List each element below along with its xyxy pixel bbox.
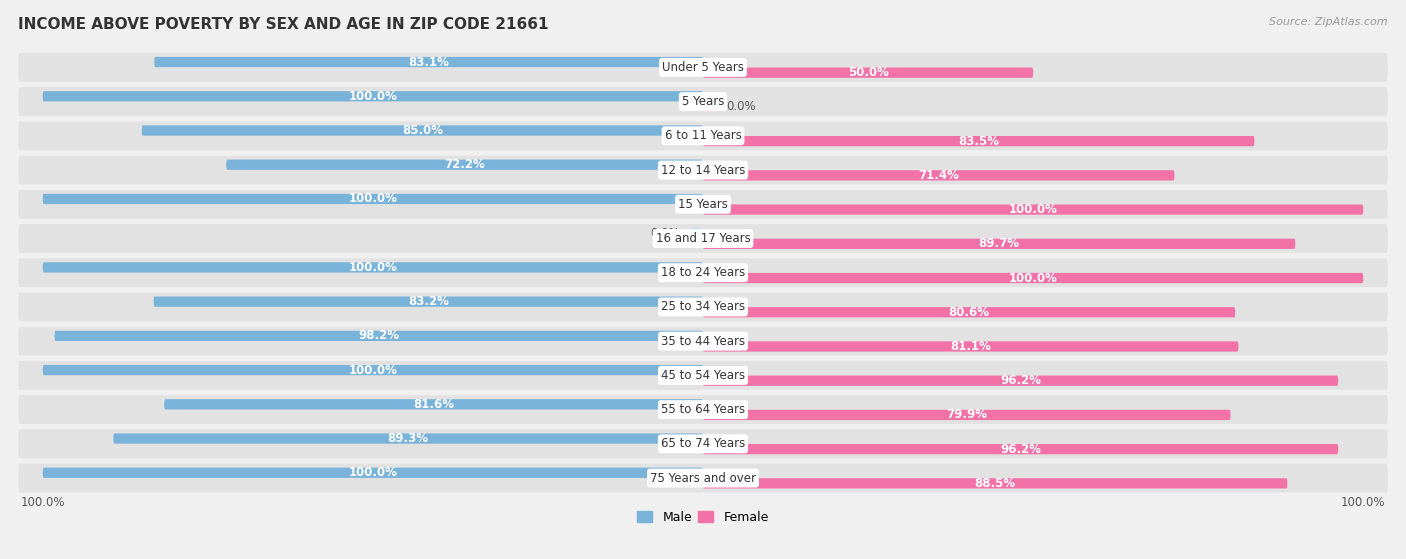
Text: 83.5%: 83.5% — [957, 135, 1000, 148]
FancyBboxPatch shape — [18, 121, 1388, 150]
FancyBboxPatch shape — [18, 258, 1388, 287]
Text: 50.0%: 50.0% — [848, 66, 889, 79]
FancyBboxPatch shape — [18, 395, 1388, 424]
FancyBboxPatch shape — [153, 296, 703, 307]
Text: 25 to 34 Years: 25 to 34 Years — [661, 300, 745, 314]
Text: 72.2%: 72.2% — [444, 158, 485, 171]
FancyBboxPatch shape — [703, 479, 1288, 489]
FancyBboxPatch shape — [703, 307, 1236, 318]
FancyBboxPatch shape — [703, 170, 1174, 181]
FancyBboxPatch shape — [18, 464, 1388, 492]
FancyBboxPatch shape — [114, 433, 703, 444]
FancyBboxPatch shape — [18, 87, 1388, 116]
Text: 83.1%: 83.1% — [408, 55, 449, 69]
Text: 81.6%: 81.6% — [413, 398, 454, 411]
FancyBboxPatch shape — [703, 102, 716, 112]
FancyBboxPatch shape — [703, 68, 1033, 78]
Text: 75 Years and over: 75 Years and over — [650, 472, 756, 485]
Text: 80.6%: 80.6% — [949, 306, 990, 319]
FancyBboxPatch shape — [226, 160, 703, 170]
Text: 15 Years: 15 Years — [678, 198, 728, 211]
FancyBboxPatch shape — [18, 429, 1388, 458]
FancyBboxPatch shape — [18, 155, 1388, 184]
Text: 100.0%: 100.0% — [1008, 203, 1057, 216]
Text: 81.1%: 81.1% — [950, 340, 991, 353]
Text: 71.4%: 71.4% — [918, 169, 959, 182]
FancyBboxPatch shape — [18, 190, 1388, 219]
Text: 100.0%: 100.0% — [1341, 496, 1385, 509]
Text: 35 to 44 Years: 35 to 44 Years — [661, 335, 745, 348]
Text: 16 and 17 Years: 16 and 17 Years — [655, 232, 751, 245]
Text: 100.0%: 100.0% — [1008, 272, 1057, 285]
Text: 100.0%: 100.0% — [349, 90, 398, 103]
FancyBboxPatch shape — [703, 205, 1364, 215]
Text: 100.0%: 100.0% — [349, 363, 398, 377]
Text: 100.0%: 100.0% — [349, 192, 398, 206]
Text: 96.2%: 96.2% — [1000, 374, 1040, 387]
FancyBboxPatch shape — [42, 91, 703, 101]
FancyBboxPatch shape — [703, 273, 1364, 283]
Text: 79.9%: 79.9% — [946, 409, 987, 421]
FancyBboxPatch shape — [55, 331, 703, 341]
Text: 0.0%: 0.0% — [650, 227, 681, 240]
FancyBboxPatch shape — [18, 327, 1388, 356]
FancyBboxPatch shape — [18, 361, 1388, 390]
FancyBboxPatch shape — [42, 468, 703, 478]
FancyBboxPatch shape — [42, 262, 703, 273]
Text: 55 to 64 Years: 55 to 64 Years — [661, 403, 745, 416]
Text: 96.2%: 96.2% — [1000, 443, 1040, 456]
Text: 88.5%: 88.5% — [974, 477, 1015, 490]
FancyBboxPatch shape — [165, 399, 703, 409]
FancyBboxPatch shape — [42, 365, 703, 375]
FancyBboxPatch shape — [42, 194, 703, 204]
Text: 0.0%: 0.0% — [725, 101, 756, 113]
FancyBboxPatch shape — [703, 239, 1295, 249]
Legend: Male, Female: Male, Female — [633, 506, 773, 529]
FancyBboxPatch shape — [703, 410, 1230, 420]
Text: 5 Years: 5 Years — [682, 95, 724, 108]
Text: 89.3%: 89.3% — [388, 432, 429, 445]
Text: 83.2%: 83.2% — [408, 295, 449, 308]
Text: Under 5 Years: Under 5 Years — [662, 61, 744, 74]
FancyBboxPatch shape — [142, 125, 703, 136]
FancyBboxPatch shape — [18, 53, 1388, 82]
FancyBboxPatch shape — [155, 57, 703, 67]
Text: 12 to 14 Years: 12 to 14 Years — [661, 164, 745, 177]
Text: 89.7%: 89.7% — [979, 238, 1019, 250]
Text: INCOME ABOVE POVERTY BY SEX AND AGE IN ZIP CODE 21661: INCOME ABOVE POVERTY BY SEX AND AGE IN Z… — [18, 17, 548, 32]
FancyBboxPatch shape — [703, 376, 1339, 386]
Text: 18 to 24 Years: 18 to 24 Years — [661, 266, 745, 279]
Text: 65 to 74 Years: 65 to 74 Years — [661, 437, 745, 451]
FancyBboxPatch shape — [703, 342, 1239, 352]
Text: 98.2%: 98.2% — [359, 329, 399, 342]
Text: 100.0%: 100.0% — [349, 466, 398, 479]
FancyBboxPatch shape — [703, 136, 1254, 146]
Text: 100.0%: 100.0% — [21, 496, 65, 509]
FancyBboxPatch shape — [703, 444, 1339, 454]
Text: 6 to 11 Years: 6 to 11 Years — [665, 129, 741, 143]
Text: Source: ZipAtlas.com: Source: ZipAtlas.com — [1270, 17, 1388, 27]
Text: 45 to 54 Years: 45 to 54 Years — [661, 369, 745, 382]
Text: 100.0%: 100.0% — [349, 261, 398, 274]
FancyBboxPatch shape — [18, 292, 1388, 321]
FancyBboxPatch shape — [690, 228, 703, 238]
FancyBboxPatch shape — [18, 224, 1388, 253]
Text: 85.0%: 85.0% — [402, 124, 443, 137]
